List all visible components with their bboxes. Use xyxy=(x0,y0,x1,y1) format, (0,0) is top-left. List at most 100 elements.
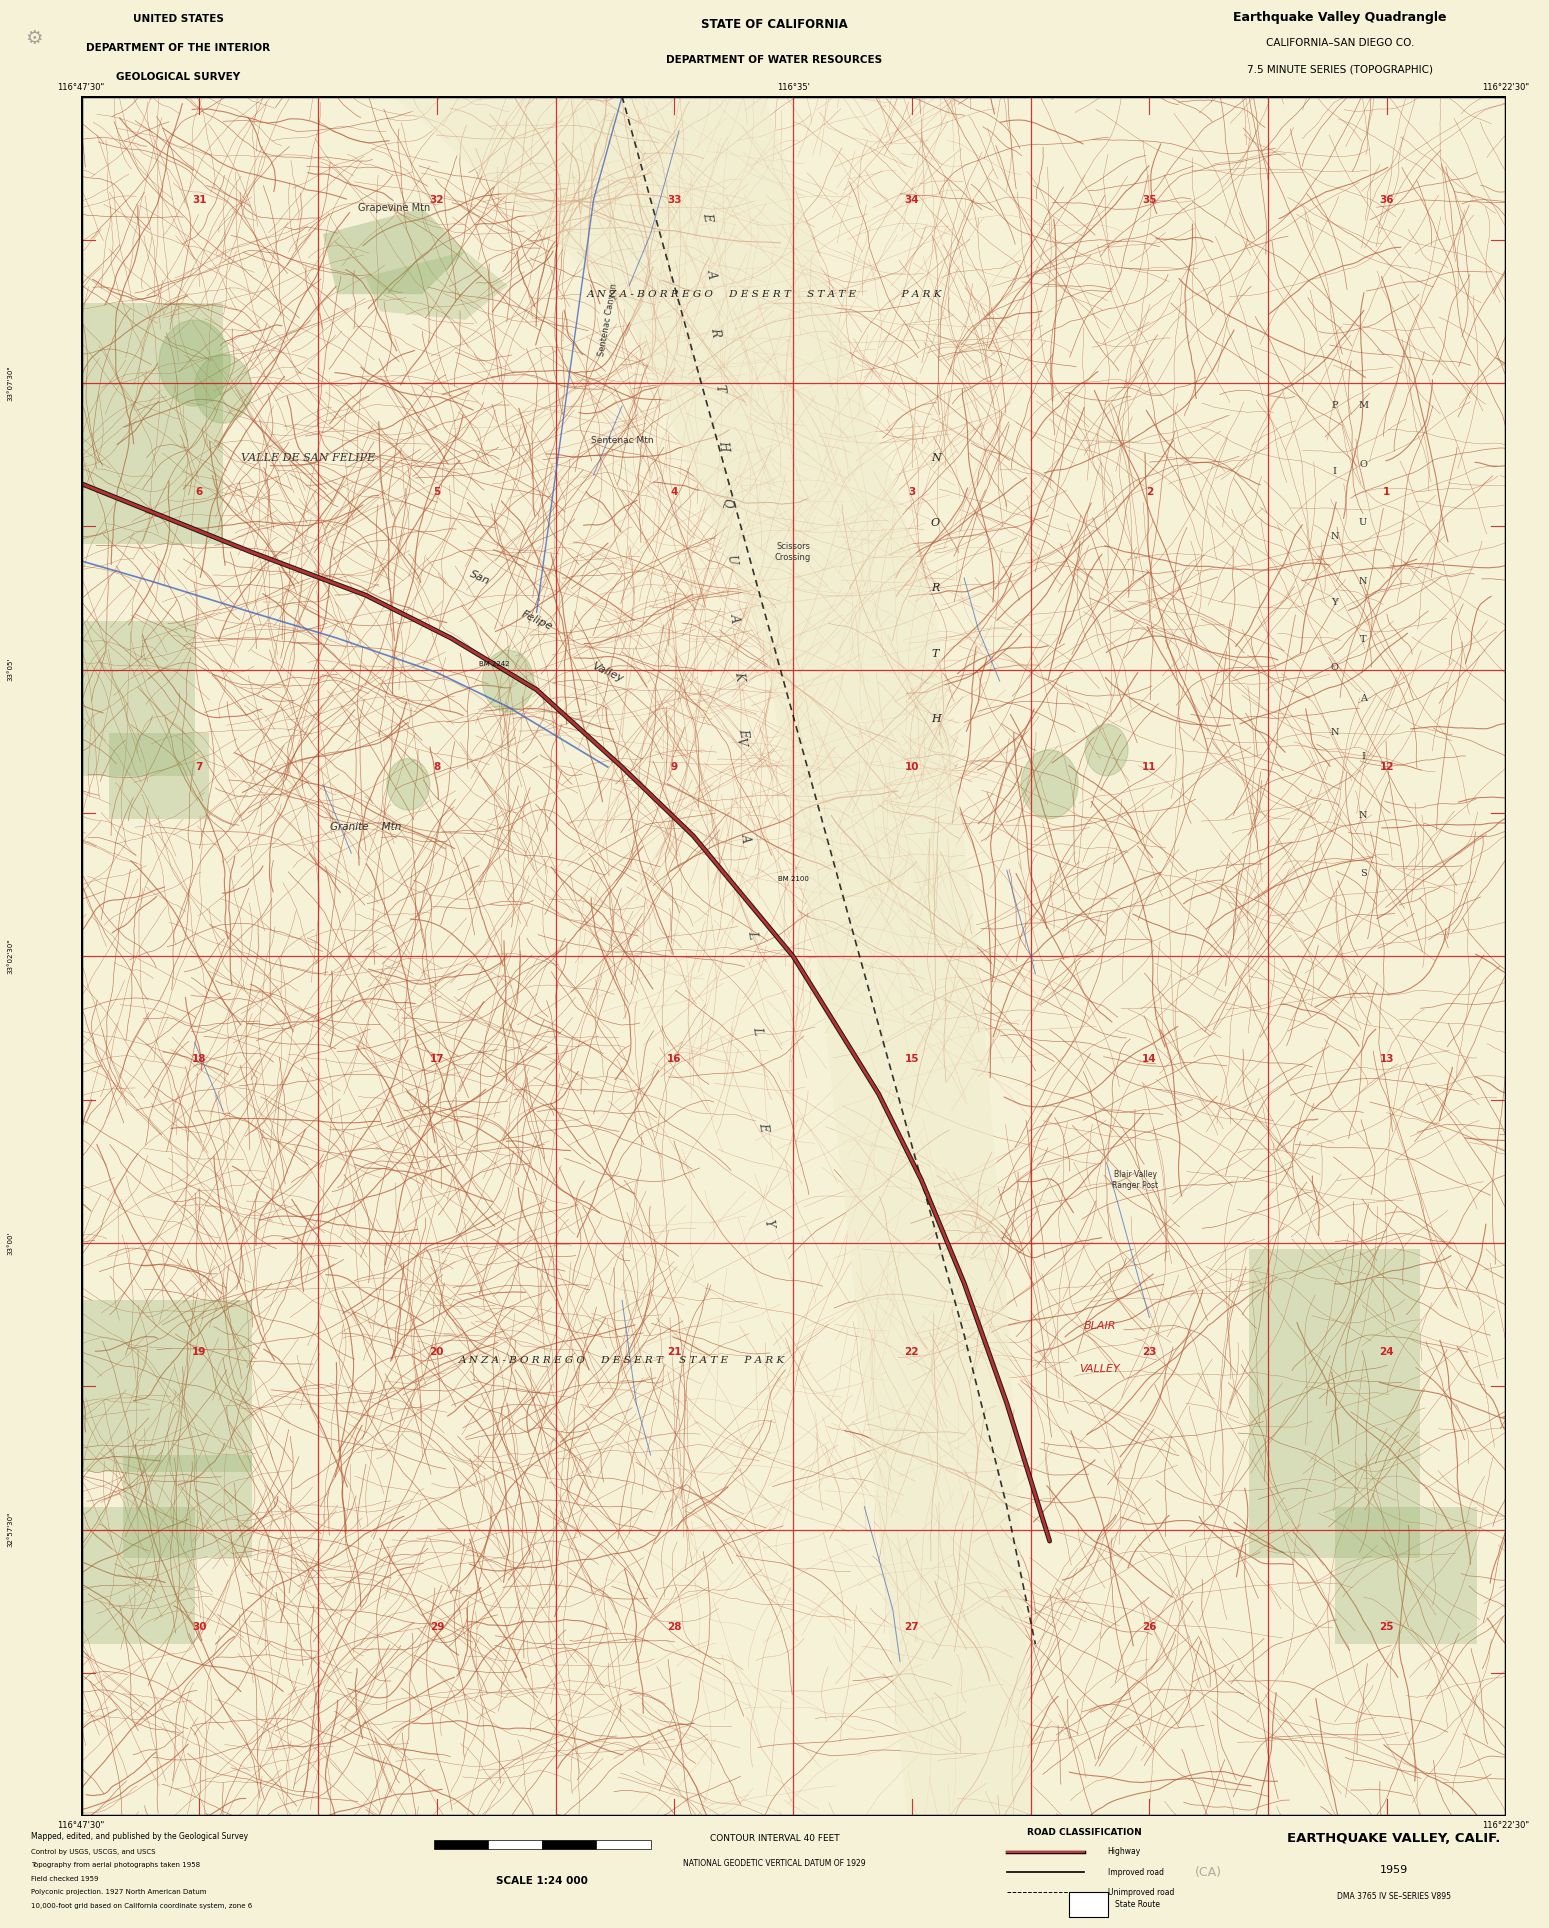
Text: ROAD CLASSIFICATION: ROAD CLASSIFICATION xyxy=(1027,1828,1142,1837)
Text: Granite    Mtn: Granite Mtn xyxy=(330,823,401,833)
Text: Valley: Valley xyxy=(590,661,626,684)
Text: Scissors
Crossing: Scissors Crossing xyxy=(774,542,812,563)
Polygon shape xyxy=(108,733,209,819)
Text: T: T xyxy=(932,648,939,659)
Polygon shape xyxy=(81,621,195,775)
Polygon shape xyxy=(81,303,223,544)
Polygon shape xyxy=(322,208,465,295)
Text: 15: 15 xyxy=(905,1055,919,1064)
Text: 32°57'30": 32°57'30" xyxy=(8,1512,14,1546)
Text: 9: 9 xyxy=(671,762,678,771)
Text: 19: 19 xyxy=(192,1348,206,1357)
Text: 18: 18 xyxy=(192,1055,206,1064)
Text: H: H xyxy=(716,440,731,451)
Text: Topography from aerial photographs taken 1958: Topography from aerial photographs taken… xyxy=(31,1862,200,1868)
Text: 4: 4 xyxy=(671,488,678,497)
Circle shape xyxy=(387,758,429,810)
Text: EARTHQUAKE VALLEY, CALIF.: EARTHQUAKE VALLEY, CALIF. xyxy=(1287,1832,1501,1845)
Text: Sentenac Canyon: Sentenac Canyon xyxy=(596,283,618,357)
Polygon shape xyxy=(124,1456,251,1558)
Text: Y: Y xyxy=(762,1218,776,1228)
Text: I: I xyxy=(1332,467,1337,476)
Text: O: O xyxy=(1358,461,1368,469)
Text: E: E xyxy=(756,1122,770,1132)
Text: R: R xyxy=(708,326,722,337)
Text: 116°47'30": 116°47'30" xyxy=(57,1820,104,1830)
Text: 7.5 MINUTE SERIES (TOPOGRAPHIC): 7.5 MINUTE SERIES (TOPOGRAPHIC) xyxy=(1247,64,1433,75)
Text: 33°05': 33°05' xyxy=(8,657,14,681)
Text: Earthquake Valley Quadrangle: Earthquake Valley Quadrangle xyxy=(1233,12,1447,23)
Text: E: E xyxy=(700,212,714,222)
Text: N: N xyxy=(1331,532,1338,542)
Text: 116°35': 116°35' xyxy=(776,83,810,93)
Text: L: L xyxy=(750,1026,765,1035)
Text: Field checked 1959: Field checked 1959 xyxy=(31,1876,99,1882)
Text: Polyconic projection. 1927 North American Datum: Polyconic projection. 1927 North America… xyxy=(31,1889,206,1895)
Text: 21: 21 xyxy=(668,1348,682,1357)
Bar xyxy=(488,1839,542,1849)
Text: 23: 23 xyxy=(1142,1348,1157,1357)
Bar xyxy=(542,1839,596,1849)
Text: U: U xyxy=(1358,519,1368,528)
Text: S: S xyxy=(1360,870,1366,879)
Text: Unimproved road: Unimproved road xyxy=(1108,1888,1174,1897)
Text: R: R xyxy=(931,584,940,594)
Text: O: O xyxy=(1331,663,1338,671)
Text: A N Z A - B O R R E G O     D E S E R T     S T A T E              P A R K: A N Z A - B O R R E G O D E S E R T S T … xyxy=(587,289,942,299)
Text: Q: Q xyxy=(720,497,734,509)
Polygon shape xyxy=(81,1299,251,1473)
Text: 22: 22 xyxy=(905,1348,919,1357)
Text: ⚙: ⚙ xyxy=(25,29,43,48)
Text: SCALE 1:24 000: SCALE 1:24 000 xyxy=(496,1876,589,1886)
Text: A: A xyxy=(1360,694,1366,704)
Text: DEPARTMENT OF THE INTERIOR: DEPARTMENT OF THE INTERIOR xyxy=(87,42,270,54)
Text: 33°02'30": 33°02'30" xyxy=(8,939,14,974)
Text: 14: 14 xyxy=(1142,1055,1157,1064)
Text: 24: 24 xyxy=(1380,1348,1394,1357)
Text: 29: 29 xyxy=(429,1621,445,1631)
Text: 25: 25 xyxy=(1380,1621,1394,1631)
Text: Mapped, edited, and published by the Geological Survey: Mapped, edited, and published by the Geo… xyxy=(31,1832,248,1841)
Text: N: N xyxy=(1358,812,1368,819)
Text: 116°22'30": 116°22'30" xyxy=(1482,1820,1529,1830)
Text: 3: 3 xyxy=(908,488,915,497)
Text: P: P xyxy=(1331,401,1338,411)
Text: V: V xyxy=(733,736,747,746)
Bar xyxy=(1069,1891,1108,1916)
Text: San: San xyxy=(468,569,491,586)
Text: UNITED STATES: UNITED STATES xyxy=(133,13,223,25)
Text: DEPARTMENT OF WATER RESOURCES: DEPARTMENT OF WATER RESOURCES xyxy=(666,54,883,66)
Text: E: E xyxy=(736,727,750,738)
Text: GEOLOGICAL SURVEY: GEOLOGICAL SURVEY xyxy=(116,71,240,83)
Circle shape xyxy=(482,650,534,711)
Text: BLAIR: BLAIR xyxy=(1083,1321,1115,1330)
Polygon shape xyxy=(1248,1249,1420,1558)
Text: T: T xyxy=(1360,636,1366,644)
Text: Sentenac Mtn: Sentenac Mtn xyxy=(590,436,654,445)
Text: L: L xyxy=(745,929,759,939)
Text: 8: 8 xyxy=(434,762,440,771)
Text: State Route: State Route xyxy=(1115,1899,1160,1909)
Text: DMA 3765 IV SE–SERIES V895: DMA 3765 IV SE–SERIES V895 xyxy=(1337,1891,1451,1901)
Text: 20: 20 xyxy=(429,1348,445,1357)
Circle shape xyxy=(1021,750,1078,819)
Text: M: M xyxy=(1358,401,1368,411)
Text: 116°47'30": 116°47'30" xyxy=(57,83,104,93)
Circle shape xyxy=(1086,725,1128,775)
Text: 2: 2 xyxy=(1146,488,1152,497)
Text: 17: 17 xyxy=(429,1055,445,1064)
Text: N: N xyxy=(1358,576,1368,586)
Polygon shape xyxy=(81,1506,195,1645)
Polygon shape xyxy=(393,96,1035,1816)
Text: 36: 36 xyxy=(1380,195,1394,204)
Polygon shape xyxy=(366,251,508,320)
Text: I: I xyxy=(1362,752,1365,762)
Text: VALLE DE SAN FELIPE: VALLE DE SAN FELIPE xyxy=(242,453,376,463)
Text: O: O xyxy=(931,519,940,528)
Text: 16: 16 xyxy=(668,1055,682,1064)
Text: 26: 26 xyxy=(1142,1621,1157,1631)
Text: 6: 6 xyxy=(195,488,203,497)
Text: 33°07'30": 33°07'30" xyxy=(8,364,14,401)
Text: NATIONAL GEODETIC VERTICAL DATUM OF 1929: NATIONAL GEODETIC VERTICAL DATUM OF 1929 xyxy=(683,1859,866,1868)
Text: CONTOUR INTERVAL 40 FEET: CONTOUR INTERVAL 40 FEET xyxy=(709,1834,840,1843)
